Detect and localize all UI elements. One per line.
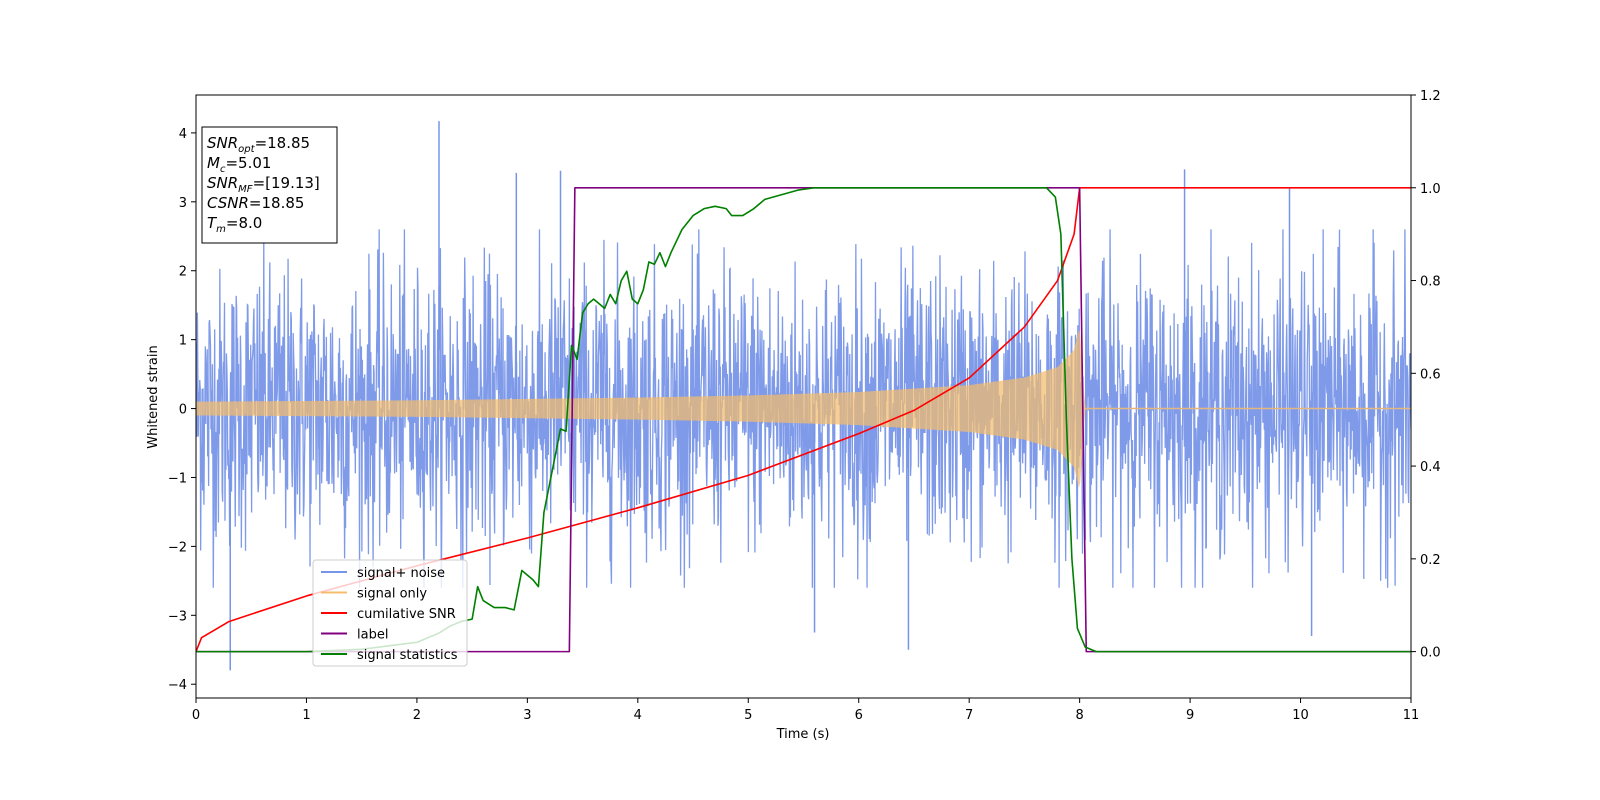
legend-entry: signal only	[357, 587, 427, 602]
legend-entry: label	[357, 628, 388, 643]
y2-tick-label: 0.6	[1420, 367, 1441, 382]
series-signal-only	[196, 329, 1411, 489]
series-signal-statistics	[196, 186, 1411, 653]
annotation-symbol: CSNR	[207, 194, 249, 212]
x-tick-label: 11	[1403, 708, 1420, 723]
annotation-symbol: SNR	[207, 174, 238, 192]
x-tick-label: 3	[523, 708, 531, 723]
x-tick-label: 0	[192, 708, 200, 723]
annotation-line: Tm=8.0	[207, 214, 262, 235]
y2-tick-label: 0.4	[1420, 460, 1441, 475]
legend-entry: signal statistics	[357, 648, 458, 663]
annotation-subscript: c	[220, 164, 226, 175]
y2-tick-label: 0.2	[1420, 553, 1441, 568]
y2-tick-label: 0.0	[1420, 646, 1441, 661]
series-cumulative-snr	[196, 186, 1411, 652]
y-tick-label: 4	[179, 127, 187, 142]
annotation-symbol: SNR	[207, 134, 238, 152]
y-tick-label: −2	[168, 540, 187, 555]
plot-area	[196, 121, 1411, 671]
x-tick-label: 4	[634, 708, 642, 723]
y2-tick-label: 1.0	[1420, 182, 1441, 197]
y-tick-label: 2	[179, 265, 187, 280]
y-axis-label: Whitened strain	[146, 345, 161, 448]
annotation-value: =18.85	[249, 194, 305, 212]
annotation-line: SNRMF=[19.13]	[207, 174, 320, 195]
y-tick-label: 3	[179, 196, 187, 211]
x-tick-label: 5	[744, 708, 752, 723]
annotation-subscript: m	[216, 224, 226, 235]
y2-tick-label: 1.2	[1420, 89, 1441, 104]
annotation-line: CSNR=18.85	[207, 194, 304, 212]
annotation-frame	[201, 126, 338, 244]
annotation-value: =[19.13]	[253, 174, 320, 192]
annotation-value: =5.01	[225, 154, 271, 172]
legend-frame	[312, 559, 468, 667]
legend-entry: cumilative SNR	[357, 607, 456, 622]
annotation-subscript: MF	[238, 184, 253, 195]
x-axis-label: Time (s)	[776, 727, 830, 742]
x-tick-label: 8	[1075, 708, 1083, 723]
y-tick-label: −3	[168, 609, 187, 624]
y-tick-label: −4	[168, 678, 187, 693]
x-tick-label: 1	[302, 708, 310, 723]
y2-tick-label: 0.8	[1420, 275, 1441, 290]
annotation-line: Mc=5.01	[207, 154, 271, 175]
legend-entry: signal+ noise	[357, 566, 445, 581]
x-tick-label: 6	[855, 708, 863, 723]
axes: 0 1 2 3 4 5 6 7 8 9 10 11 −4 −3 −2 −1 0 1 2 3 4 0.0 0.2 0.4 0.6 0…	[168, 89, 1441, 723]
axes-frame	[195, 94, 1412, 699]
x-tick-label: 2	[413, 708, 421, 723]
annotation-box: SNRopt=18.85Mc=5.01SNRMF=[19.13]CSNR=18.…	[201, 126, 338, 244]
annotation-subscript: opt	[238, 144, 255, 155]
annotation-symbol: M	[207, 154, 220, 172]
annotation-symbol: T	[207, 214, 218, 232]
x-tick-label: 9	[1186, 708, 1194, 723]
y-tick-label: 0	[179, 403, 187, 418]
annotation-value: =8.0	[226, 214, 262, 232]
y-tick-label: 1	[179, 334, 187, 349]
legend: signal+ noise signal only cumilative SNR la…	[312, 559, 468, 667]
y-tick-label: −1	[168, 471, 187, 486]
x-tick-label: 7	[965, 708, 973, 723]
x-tick-label: 10	[1292, 708, 1309, 723]
annotation-line: SNRopt=18.85	[207, 134, 310, 155]
annotation-value: =18.85	[255, 134, 311, 152]
